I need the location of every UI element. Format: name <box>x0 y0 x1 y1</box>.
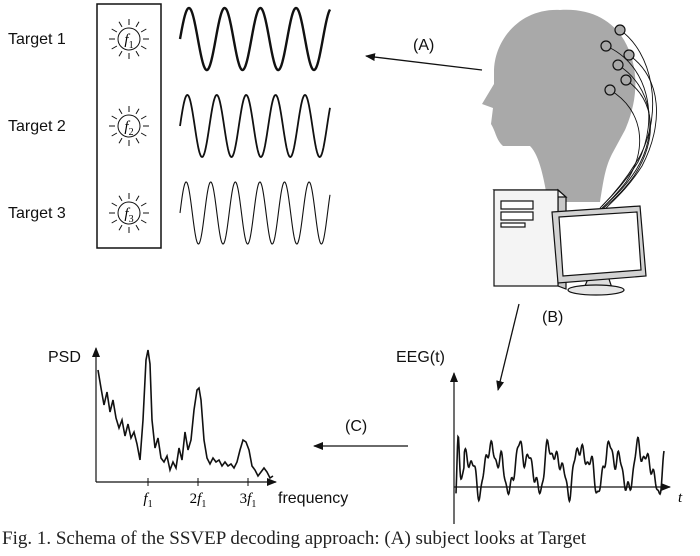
psd-tick-label-2: 2f1 <box>190 491 207 510</box>
target-row-1: Target 1 f1 <box>8 6 332 72</box>
target-2-label: Target 2 <box>8 118 66 135</box>
target-row-2: Target 2 f2 <box>8 94 331 158</box>
svg-text:f2: f2 <box>124 119 133 138</box>
psd-tick-label-1: f1 <box>143 491 152 510</box>
arrow-b-label: (B) <box>542 309 563 326</box>
stimulus-wave-3 <box>179 181 331 245</box>
electrodes <box>600 24 635 96</box>
psd-plot: PSD frequency f1 2f1 3f1 <box>48 347 348 510</box>
freq-sub-2: 2 <box>129 127 134 138</box>
freq-symbol-3: f <box>124 206 130 222</box>
target-1-label: Target 1 <box>8 31 66 48</box>
eeg-y-label: EEG(t) <box>396 349 445 366</box>
psd-tick-label-3: 3f1 <box>240 491 257 510</box>
flicker-stimulus-3-icon: f3 <box>109 193 149 233</box>
figure-caption: Fig. 1. Schema of the SSVEP decoding app… <box>2 528 587 549</box>
computer-icon <box>492 188 647 296</box>
arrow-a <box>365 53 483 71</box>
arrow-a-label: (A) <box>413 37 434 54</box>
freq-symbol-2: f <box>124 119 130 135</box>
freq-symbol-1: f <box>124 32 130 48</box>
stimulus-panel-box <box>96 3 162 249</box>
flicker-stimulus-1-icon: f1 <box>109 19 149 59</box>
psd-x-label: frequency <box>278 490 348 507</box>
arrow-c-label: (C) <box>345 418 367 435</box>
electrode-wires <box>593 29 657 217</box>
arrow-b <box>496 303 520 391</box>
monitor-screen <box>558 211 642 277</box>
psd-y-label: PSD <box>48 349 81 366</box>
flicker-stimulus-2-icon: f2 <box>109 106 149 146</box>
eeg-signal <box>455 434 665 504</box>
target-3-label: Target 3 <box>8 205 66 222</box>
eeg-plot: EEG(t) t <box>396 349 683 524</box>
stimulus-wave-2 <box>179 94 331 158</box>
target-row-3: Target 3 f3 <box>8 181 331 245</box>
stimulus-wave-1 <box>178 6 332 72</box>
svg-text:f1: f1 <box>124 32 133 51</box>
freq-sub-1: 1 <box>129 40 134 51</box>
subject-head-icon <box>482 9 657 217</box>
eeg-x-label: t <box>678 490 683 506</box>
svg-text:f3: f3 <box>124 206 133 225</box>
freq-sub-3: 3 <box>129 214 134 225</box>
psd-curve <box>97 349 274 480</box>
